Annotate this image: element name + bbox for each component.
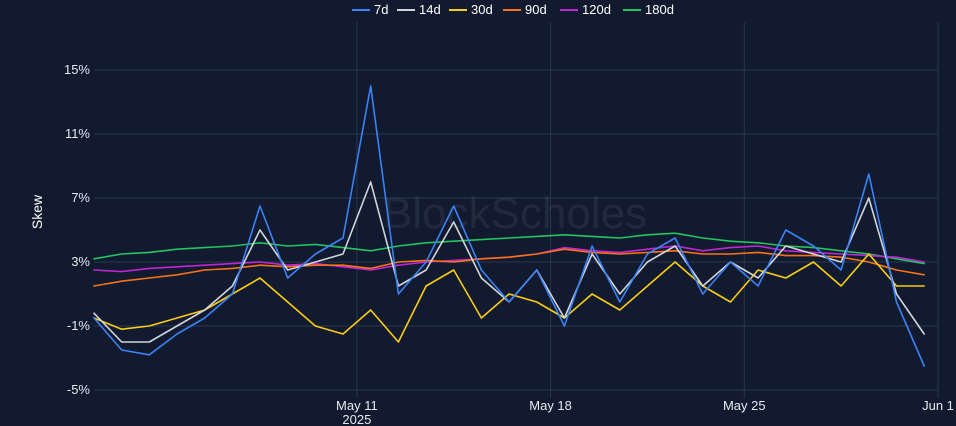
- legend-label: 90d: [525, 2, 547, 17]
- legend-item-120d: 120d: [560, 2, 611, 17]
- legend-item-14d: 14d: [397, 2, 441, 17]
- legend: 7d 14d 30d 90d 120d 180d: [352, 2, 674, 17]
- y-tick-label: 15%: [64, 62, 90, 77]
- legend-label: 120d: [582, 2, 611, 17]
- y-tick-label: 7%: [71, 190, 90, 205]
- watermark-text: BlockScholes: [383, 189, 647, 238]
- series-line-7d: [93, 85, 925, 367]
- y-tick-label: -1%: [67, 318, 91, 333]
- x-tick-year-label: 2025: [342, 412, 371, 426]
- series-lines: [93, 85, 925, 367]
- x-tick-label: May 11: [336, 398, 378, 413]
- y-tick-label: 11%: [65, 126, 90, 141]
- y-tick-label: -5%: [67, 382, 91, 397]
- legend-item-7d: 7d: [352, 2, 388, 17]
- legend-item-180d: 180d: [623, 2, 674, 17]
- legend-label: 30d: [471, 2, 493, 17]
- legend-item-30d: 30d: [449, 2, 493, 17]
- legend-item-90d: 90d: [503, 2, 547, 17]
- grid: [94, 22, 939, 398]
- legend-label: 14d: [419, 2, 441, 17]
- y-axis-title: Skew: [29, 194, 45, 229]
- y-tick-label: 3%: [71, 254, 90, 269]
- x-tick-label: May 25: [723, 398, 766, 413]
- series-line-90d: [93, 248, 925, 287]
- x-tick-label: May 18: [529, 398, 572, 413]
- legend-label: 180d: [645, 2, 674, 17]
- x-tick-label: Jun 1: [922, 398, 954, 413]
- legend-label: 7d: [374, 2, 388, 17]
